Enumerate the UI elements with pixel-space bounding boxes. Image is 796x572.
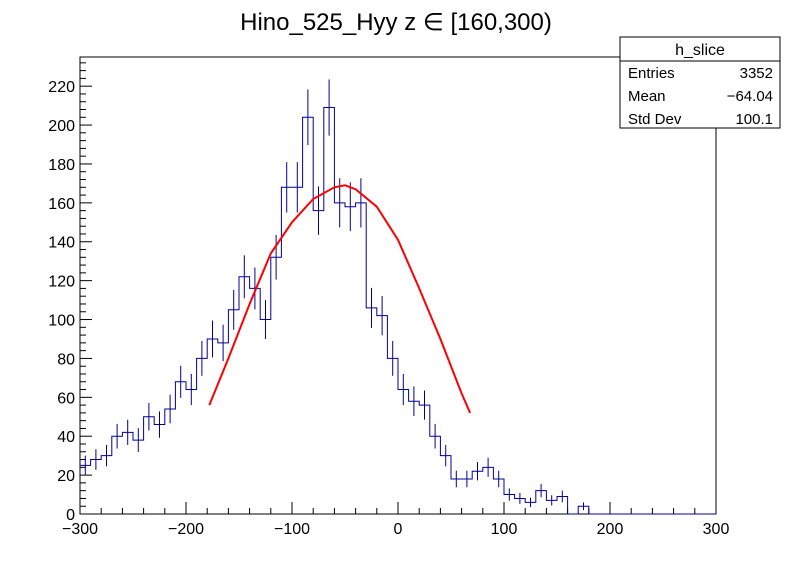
y-tick-label: 20 bbox=[57, 468, 75, 485]
x-tick-label: 0 bbox=[394, 521, 403, 538]
y-tick-label: 60 bbox=[57, 390, 75, 407]
y-tick-label: 200 bbox=[48, 118, 75, 135]
x-tick-label: −200 bbox=[168, 521, 204, 538]
y-tick-label: 180 bbox=[48, 157, 75, 174]
stats-entries-value: 3352 bbox=[740, 65, 773, 82]
chart-title: Hino_525_Hyy z ∈ [160,300) bbox=[240, 9, 552, 36]
x-tick-label: 300 bbox=[703, 521, 730, 538]
y-tick-label: 40 bbox=[57, 429, 75, 446]
y-axis: 0 20 40 60 80 100 120 140 160 180 200 220 bbox=[48, 57, 92, 524]
x-tick-label: 200 bbox=[597, 521, 624, 538]
y-tick-label: 100 bbox=[48, 313, 75, 330]
y-tick-label: 140 bbox=[48, 235, 75, 252]
x-axis: −300 −200 −100 0 100 200 300 bbox=[62, 502, 729, 538]
histogram-series bbox=[80, 107, 716, 515]
stats-entries-label: Entries bbox=[628, 65, 675, 82]
y-tick-label: 160 bbox=[48, 196, 75, 213]
stats-stddev-value: 100.1 bbox=[735, 111, 773, 128]
stats-box-title: h_slice bbox=[675, 42, 725, 59]
x-tick-label: −100 bbox=[274, 521, 310, 538]
y-tick-label: 120 bbox=[48, 274, 75, 291]
x-tick-label: 100 bbox=[491, 521, 518, 538]
stats-mean-value: −64.04 bbox=[727, 88, 773, 105]
y-tick-label: 0 bbox=[66, 507, 75, 524]
y-tick-label: 220 bbox=[48, 79, 75, 96]
stats-mean-label: Mean bbox=[628, 88, 666, 105]
x-tick-label: −300 bbox=[62, 521, 98, 538]
fit-curve bbox=[208, 184, 472, 414]
stats-box: h_slice Entries 3352 Mean −64.04 Std Dev… bbox=[619, 36, 781, 129]
stats-stddev-label: Std Dev bbox=[628, 111, 682, 128]
y-tick-label: 80 bbox=[57, 351, 75, 368]
